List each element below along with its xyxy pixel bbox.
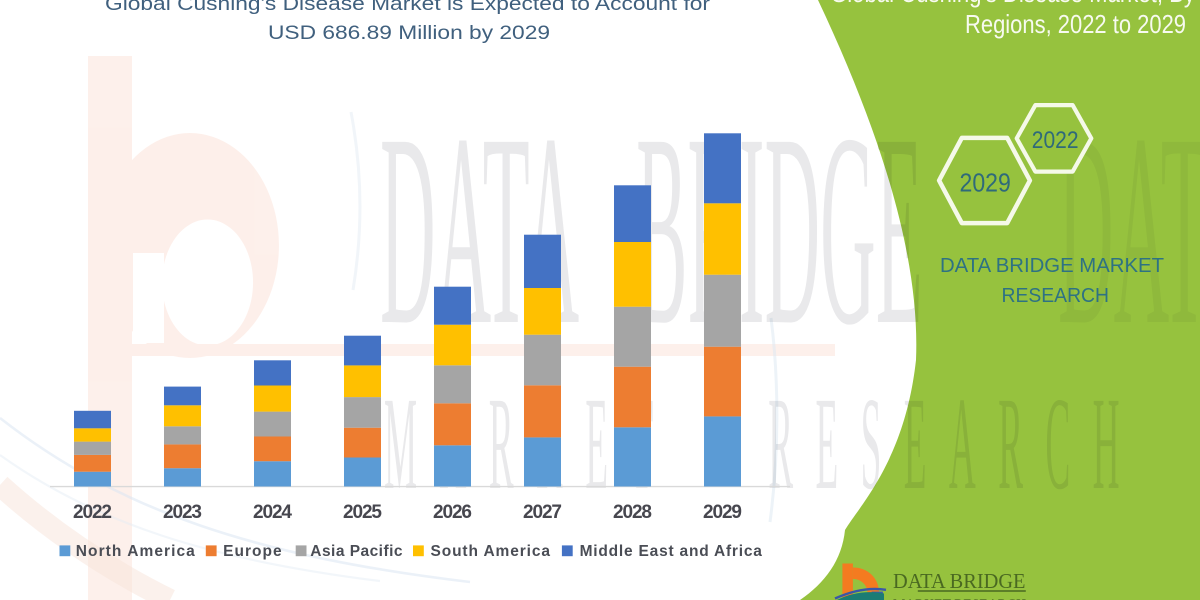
svg-text:2028: 2028 bbox=[613, 502, 652, 523]
svg-text:Regions, 2022 to 2029: Regions, 2022 to 2029 bbox=[965, 9, 1186, 39]
svg-text:North America: North America bbox=[76, 543, 195, 560]
svg-text:Asia Pacific: Asia Pacific bbox=[310, 543, 403, 560]
svg-text:MARKET RESEARCH: MARKET RESEARCH bbox=[893, 597, 1026, 600]
svg-text:2022: 2022 bbox=[73, 502, 112, 523]
svg-text:2027: 2027 bbox=[523, 502, 562, 523]
svg-text:2026: 2026 bbox=[433, 502, 472, 523]
svg-text:2024: 2024 bbox=[253, 502, 292, 523]
svg-text:DATA BRIDGE: DATA BRIDGE bbox=[893, 569, 1026, 593]
svg-text:Europe: Europe bbox=[223, 543, 282, 560]
svg-text:Middle East and Africa: Middle East and Africa bbox=[580, 543, 763, 560]
svg-text:2029: 2029 bbox=[960, 167, 1011, 197]
svg-text:Global Cushing's Disease Marke: Global Cushing's Disease Market is Expec… bbox=[105, 0, 711, 15]
svg-text:DATA BRIDGE MARKET: DATA BRIDGE MARKET bbox=[940, 254, 1164, 277]
svg-text:2025: 2025 bbox=[343, 502, 382, 523]
svg-text:2023: 2023 bbox=[163, 502, 202, 523]
svg-text:Global Cushing's Disease Marke: Global Cushing's Disease Market, By bbox=[830, 0, 1195, 8]
svg-text:2029: 2029 bbox=[703, 502, 742, 523]
svg-text:RESEARCH: RESEARCH bbox=[1002, 284, 1110, 307]
svg-text:MARKET RESEARCH: MARKET RESEARCH bbox=[384, 371, 1142, 518]
svg-text:USD 686.89 Million by 2029: USD 686.89 Million by 2029 bbox=[268, 23, 550, 44]
svg-text:South America: South America bbox=[431, 543, 551, 560]
svg-text:2022: 2022 bbox=[1032, 127, 1079, 154]
